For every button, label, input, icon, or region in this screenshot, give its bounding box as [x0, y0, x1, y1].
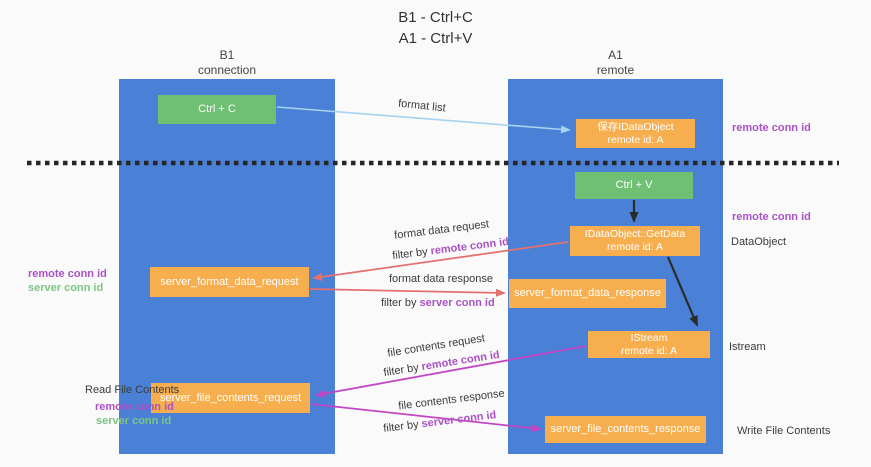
node-server-format-data-request-label: server_format_data_request: [160, 275, 299, 288]
title-line-2: A1 - Ctrl+V: [398, 30, 473, 47]
node-ctrl-c-label: Ctrl + C: [198, 103, 236, 115]
node-ctrl-v-label: Ctrl + V: [615, 179, 653, 191]
annotation-server-conn-id-left-1: server conn id: [28, 282, 104, 294]
right-column-name: A1: [608, 48, 623, 62]
annotation-remote-conn-id-left-1: remote conn id: [28, 268, 107, 280]
node-save-dataobject: 保存IDataObject remote id: A: [576, 119, 695, 148]
right-column-role: remote: [596, 63, 635, 77]
annotation-dataobject: DataObject: [731, 236, 787, 248]
node-save-dataobject-line1: 保存IDataObject: [597, 120, 674, 133]
diagram-title: B1 - Ctrl+C A1 - Ctrl+V: [0, 7, 871, 49]
node-server-format-data-request: server_format_data_request: [150, 267, 309, 297]
node-save-dataobject-line2: remote id: A: [607, 133, 664, 146]
filter-by-text: filter by: [382, 361, 423, 380]
node-ctrl-c: Ctrl + C: [158, 95, 276, 124]
annotation-server-conn-id-left-2: server conn id: [96, 415, 172, 427]
node-idataobject-getdata: IDataObject::GetData remote id: A: [570, 226, 700, 256]
node-server-format-data-response-label: server_format_data_response: [514, 287, 661, 299]
filter-by-text: filter by: [391, 245, 432, 263]
node-server-file-contents-response: server_file_contents_response: [545, 416, 706, 443]
node-istream: IStream remote id: A: [588, 331, 710, 358]
right-column-header: A1 remote: [508, 48, 723, 78]
node-istream-line2: remote id: A: [620, 344, 678, 357]
filter-by-text: filter by: [381, 297, 420, 309]
node-server-format-data-response: server_format_data_response: [509, 279, 666, 308]
annotation-read-file-contents: Read File Contents: [85, 384, 180, 396]
node-idataobject-getdata-line2: remote id: A: [606, 241, 664, 253]
node-server-file-contents-request: server_file_contents_request: [151, 383, 310, 413]
node-istream-line1: IStream: [630, 331, 668, 344]
title-line-1: B1 - Ctrl+C: [398, 9, 473, 26]
server-conn-id-text: server conn id: [419, 297, 495, 309]
node-ctrl-v: Ctrl + V: [575, 172, 693, 199]
arrow-label-filter-server-1: filter by server conn id: [381, 297, 495, 310]
left-column-name: B1: [219, 48, 235, 62]
node-server-file-contents-response-label: server_file_contents_response: [550, 423, 701, 435]
node-idataobject-getdata-line1: IDataObject::GetData: [584, 228, 686, 240]
annotation-remote-conn-id-top-right: remote conn id: [732, 122, 811, 134]
node-server-file-contents-request-label: server_file_contents_request: [159, 391, 302, 404]
format-data-response-arrow: [309, 288, 506, 297]
arrow-label-format-list: format list: [397, 97, 447, 115]
left-column-header: B1 connection: [119, 48, 335, 78]
arrow-label-format-data-response: format data response: [389, 273, 493, 285]
remote-conn-id-text: remote conn id: [429, 235, 510, 258]
filter-by-text: filter by: [382, 418, 423, 435]
left-column-role: connection: [197, 63, 257, 77]
server-conn-id-text: server conn id: [420, 409, 497, 431]
annotation-write-file-contents: Write File Contents: [737, 425, 831, 437]
annotation-remote-conn-id-mid-right: remote conn id: [732, 211, 811, 223]
annotation-istream: Istream: [729, 341, 766, 353]
annotation-remote-conn-id-left-2: remote conn id: [95, 401, 174, 413]
